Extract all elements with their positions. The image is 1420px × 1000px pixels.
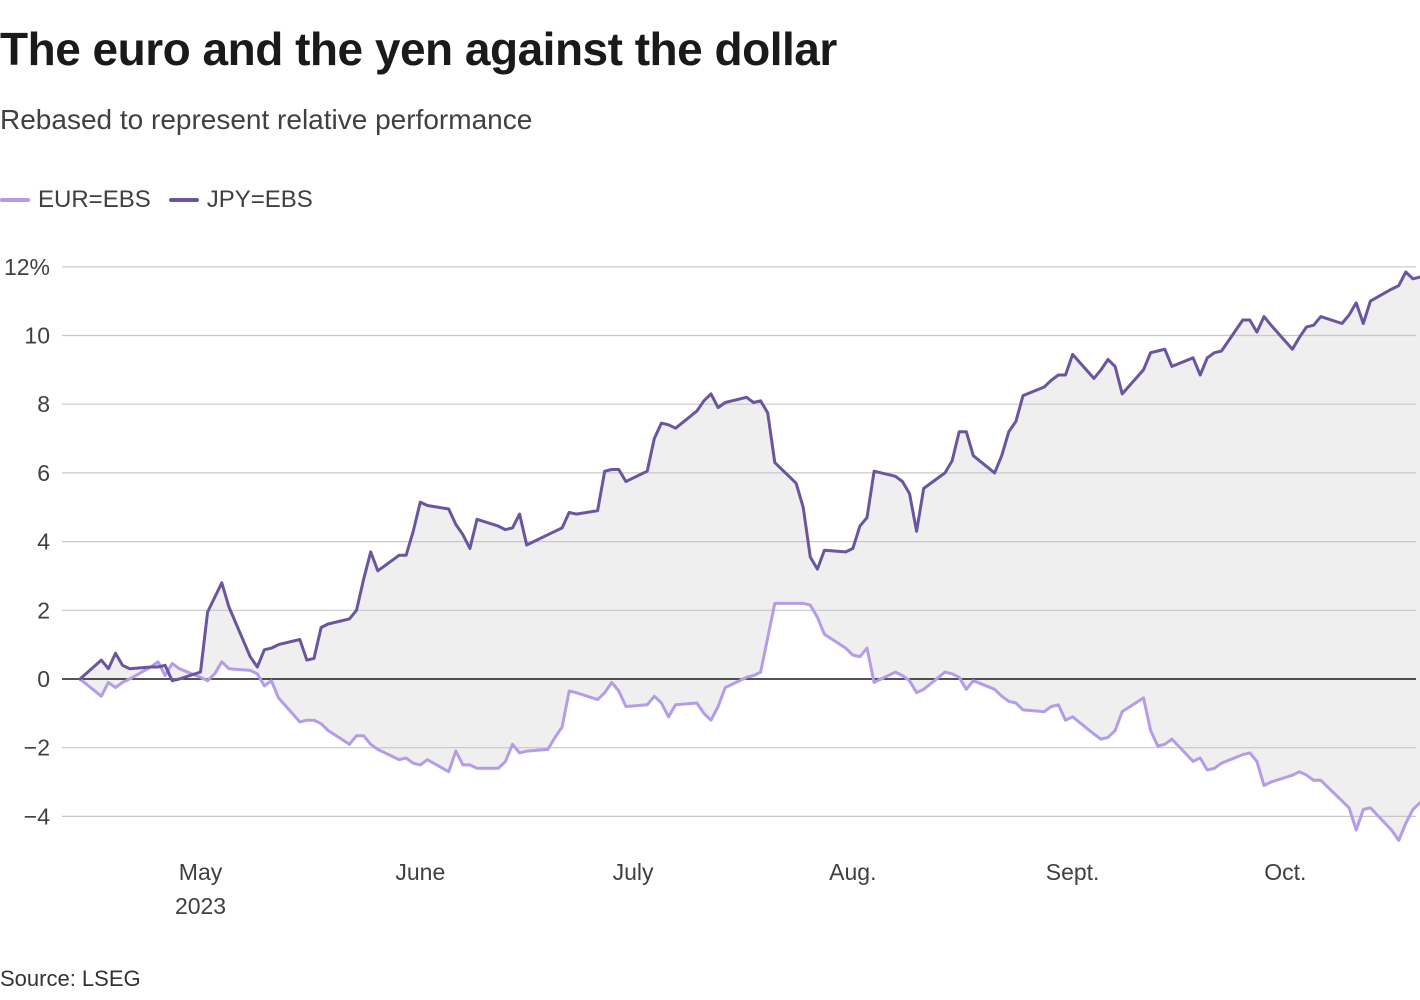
y-tick-label: −2 [24,735,50,761]
legend-label-eur: EUR=EBS [38,186,151,213]
y-tick-label: −4 [24,803,50,829]
x-tick-label: Oct. [1264,859,1306,885]
chart-title: The euro and the yen against the dollar [0,23,837,75]
chart-subtitle: Rebased to represent relative performanc… [0,104,533,135]
y-tick-label: 12% [4,254,50,280]
y-tick-label: 2 [37,597,50,623]
legend-label-jpy: JPY=EBS [206,186,313,213]
y-tick-label: 10 [24,323,50,349]
legend: EUR=EBS JPY=EBS [0,186,331,214]
x-tick-label: June [395,859,445,885]
series-line-eur [78,601,1420,842]
legend-item-eur: EUR=EBS [0,186,151,214]
y-tick-label: 0 [37,666,50,692]
x-tick-label: Sept. [1046,859,1100,885]
x-tick-label: July [613,859,654,885]
series-line-jpy [78,270,1420,683]
legend-swatch-jpy [168,198,199,202]
x-tick-sublabel: 2023 [175,893,226,919]
y-tick-label: 6 [37,460,50,486]
shaded-gap-area [80,272,1420,841]
legend-swatch-eur [0,198,30,202]
line-chart: 12% 10 8 6 4 2 0 −2 −4 May 2023 June July Aug. Sept. Oc… [4,254,1420,919]
y-tick-label: 8 [37,391,50,417]
source-note: Source: LSEG [0,966,141,991]
y-tick-label: 4 [37,529,50,555]
x-tick-label: Aug. [829,859,876,885]
x-tick-label: May [179,859,223,885]
legend-item-jpy: JPY=EBS [168,186,313,214]
